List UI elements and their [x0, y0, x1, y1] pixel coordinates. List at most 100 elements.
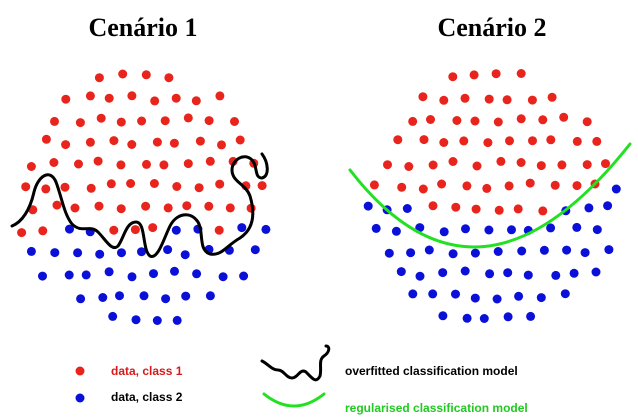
- scenario-1-class-1-point-33: [74, 159, 83, 169]
- scenario-1-class-1-point-43: [41, 184, 51, 194]
- scenario-2-class-1-point-47: [504, 181, 514, 191]
- scenario-1-class-1-point-58: [116, 204, 126, 214]
- scenario-2-class-2-point-76: [384, 248, 394, 258]
- scenario-1-class-2-point-102: [161, 294, 171, 304]
- scenario-1-class-2-point-97: [239, 271, 249, 281]
- scenario-1-class-1-point-27: [169, 138, 179, 148]
- scenario-1-class-2-point-84: [180, 250, 190, 260]
- scenario-2-class-1-point-58: [471, 204, 481, 214]
- scenario-2-class-2-point-85: [580, 248, 590, 258]
- scenario-2-class-2-point-94: [551, 270, 561, 280]
- scenario-1-class-1-point-45: [86, 183, 96, 193]
- scenario-2-class-2-point-79: [448, 249, 458, 259]
- scenario-2-class-1-point-2: [491, 69, 501, 79]
- scenario-2-class-1-point-19: [582, 117, 592, 127]
- scenario-1-class-2-point-93: [149, 269, 158, 279]
- scenario-1-class-2-point-88: [38, 271, 47, 281]
- scenario-1-class-1-point-69: [109, 225, 119, 235]
- scenario-2-class-2-point-92: [503, 268, 513, 278]
- scenario-2-class-2-point-87: [396, 267, 406, 277]
- legend-class-1-label: data, class 1: [111, 364, 183, 378]
- scenario-2-class-1-point-49: [550, 180, 560, 190]
- scenario-1-class-2-point-106: [131, 315, 141, 325]
- scenario-2-class-1-point-12: [426, 115, 435, 124]
- scenario-1-class-2-point-83: [163, 245, 173, 255]
- scenario-1-class-1-point-9: [171, 93, 181, 103]
- scenario-1-class-2-point-80: [95, 249, 105, 259]
- scenario-1-class-1-point-74: [214, 225, 224, 235]
- scenario-2-class-1-point-35: [496, 156, 506, 166]
- scenario-2-class-1-point-16: [516, 114, 526, 124]
- scenario-2-class-2-point-75: [592, 225, 602, 235]
- scenario-2-class-2-point-52: [611, 184, 621, 194]
- scenario-1-class-1-point-22: [61, 140, 71, 150]
- scenario-2-class-1-point-28: [572, 136, 582, 146]
- scenario-1-class-1-point-66: [38, 226, 48, 236]
- scenario-1-class-1-point-4: [61, 94, 71, 104]
- scenario-2-class-2-point-73: [546, 223, 556, 233]
- scenario-2-class-2-point-86: [604, 245, 614, 255]
- scenario-1-class-1-point-47: [126, 179, 136, 188]
- scenario-2-class-1-point-7: [484, 94, 494, 104]
- scenario-1-class-1-point-24: [109, 136, 119, 146]
- scenario-1-class-1-point-1: [118, 69, 128, 79]
- scenario-1-class-2-point-107: [152, 316, 162, 325]
- scenario-1-class-1-point-42: [21, 182, 31, 192]
- scenario-1-class-1-point-13: [75, 118, 85, 128]
- scenario-2-class-2-point-67: [415, 223, 425, 233]
- scenario-2-class-2-point-83: [539, 245, 549, 255]
- scenario-2-class-1-point-38: [557, 160, 567, 170]
- scenario-2-class-2-point-82: [517, 246, 527, 256]
- scenario-2-class-2-point-90: [460, 266, 470, 276]
- scenario-2-class-1-point-32: [428, 160, 438, 170]
- scenario-1-class-1-point-55: [52, 200, 62, 210]
- scenario-1-class-1-point-65: [17, 228, 27, 238]
- scenario-1-class-1-point-44: [60, 182, 70, 192]
- scenario-1-class-1-point-29: [217, 140, 226, 150]
- scenario-1-class-1-point-71: [148, 223, 158, 233]
- scenario-2-class-2-point-63: [584, 203, 594, 213]
- scenario-1-class-1-point-39: [205, 156, 215, 166]
- scenario-2-class-2-point-69: [461, 224, 470, 234]
- scenario-2-class-2-point-89: [438, 268, 448, 278]
- scenario-1-class-1-point-35: [116, 160, 126, 170]
- scenario-2-class-2-point-102: [514, 291, 524, 301]
- scenario-2-class-1-point-57: [451, 202, 461, 212]
- scenario-2-class-1-point-29: [592, 136, 602, 146]
- scenario-1-data-points: [17, 69, 271, 325]
- scenario-2-class-2-point-65: [371, 223, 381, 233]
- scenario-2-class-2-point-97: [408, 289, 418, 299]
- scenario-1-class-1-point-23: [85, 137, 95, 147]
- scenario-1-class-1-point-38: [183, 159, 193, 169]
- scenario-2-class-2-point-96: [591, 267, 601, 277]
- scenario-2-class-2-point-103: [536, 293, 546, 303]
- scenario-2-class-2-point-95: [569, 268, 579, 278]
- scenario-1-class-2-point-77: [26, 246, 36, 256]
- scenario-2-class-1-point-45: [462, 181, 472, 191]
- scenario-2-class-2-point-101: [492, 294, 502, 304]
- scenario-1-class-1-point-70: [130, 225, 140, 235]
- scenario-1-class-1-point-3: [164, 73, 174, 83]
- scenario-1-class-1-point-16: [137, 116, 147, 126]
- scenario-1-class-1-point-31: [26, 162, 36, 171]
- scenario-1-class-1-point-60: [163, 203, 173, 213]
- scenario-2-class-2-point-93: [523, 270, 533, 280]
- scenario-1-class-1-point-7: [127, 91, 137, 101]
- scenario-1-class-1-point-28: [195, 136, 205, 146]
- scenario-1-class-2-point-67: [65, 224, 74, 234]
- scenario-2-data-points: [363, 69, 621, 323]
- overfitted-boundary-curve: [10, 152, 269, 258]
- panel-title-scenario-2: Cenário 2: [437, 13, 546, 42]
- scenario-2-class-1-point-1: [469, 70, 479, 80]
- scenario-2-class-1-point-31: [404, 162, 414, 171]
- scenario-2-class-1-point-44: [437, 179, 447, 189]
- scenario-2-class-2-point-55: [402, 204, 412, 213]
- scenario-1-class-1-point-50: [194, 183, 204, 193]
- scenario-1-class-1-point-14: [96, 113, 106, 123]
- scenario-1-class-1-point-11: [215, 91, 225, 101]
- scenario-1-class-1-point-6: [104, 93, 114, 103]
- scenario-1-class-2-point-92: [127, 272, 137, 282]
- scenario-1-class-1-point-59: [141, 201, 151, 211]
- scenario-1-class-1-point-62: [204, 201, 214, 211]
- scenario-1-class-1-point-26: [152, 137, 162, 147]
